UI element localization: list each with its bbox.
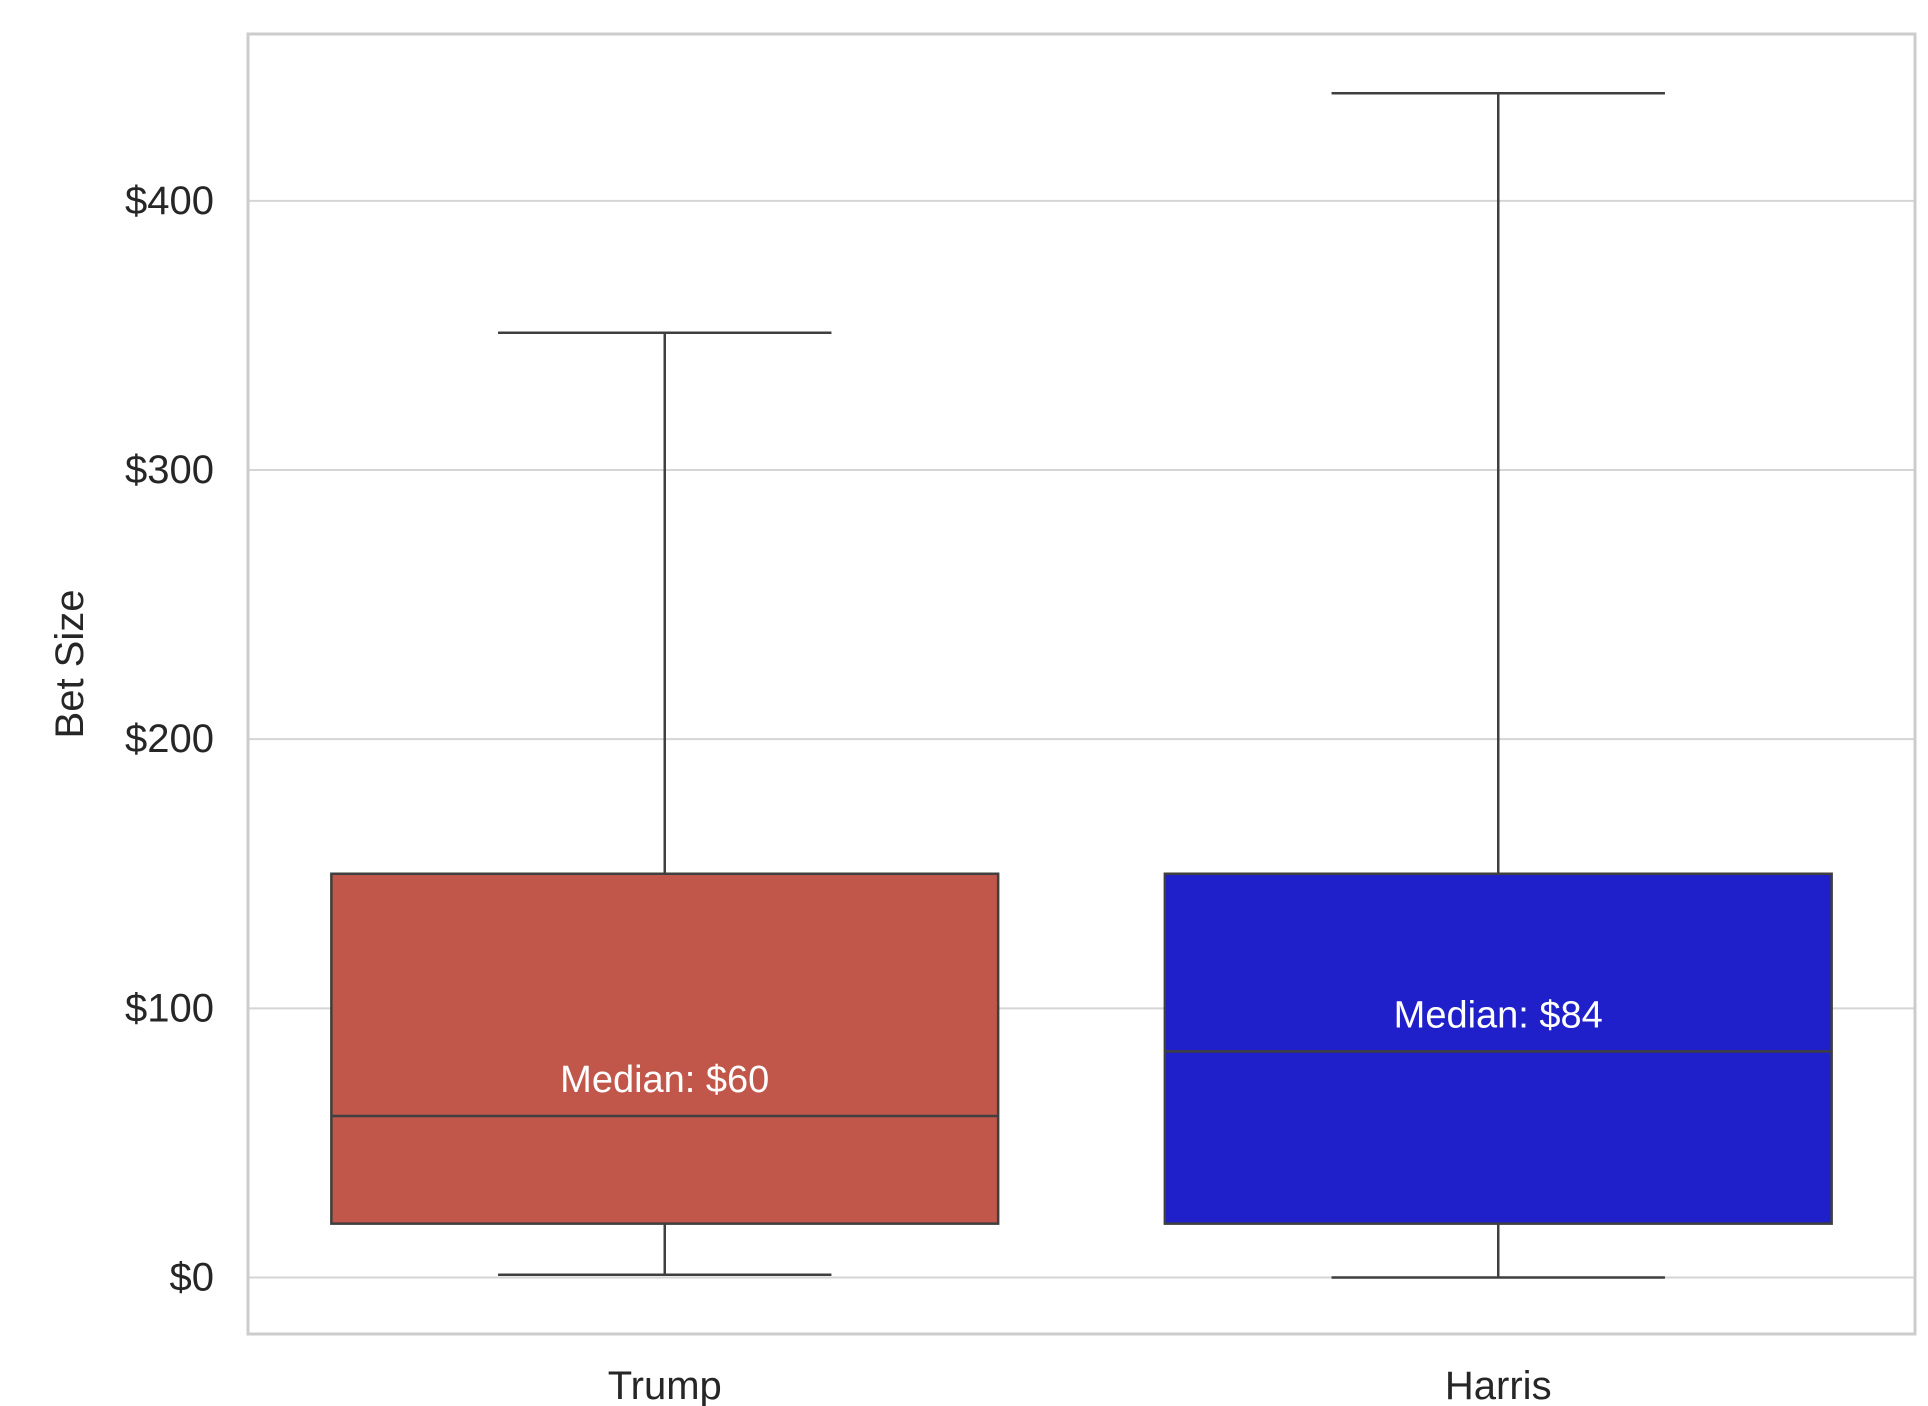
plot-frame: [246, 32, 1917, 1336]
y-tick-label: $100: [125, 986, 214, 1030]
box-trump: Median: $60: [330, 331, 1000, 1277]
box-harris: Median: $84: [1163, 91, 1833, 1279]
boxes: Median: $60 Median: $84: [330, 91, 1833, 1279]
iqr-box: [1163, 872, 1833, 1225]
x-tick-label: Harris: [1445, 1364, 1552, 1406]
x-tick-labels: Trump Harris: [608, 1364, 1552, 1406]
y-axis-title: Bet Size: [48, 590, 92, 739]
y-tick-label: $300: [125, 448, 214, 492]
median-label: Median: $60: [560, 1059, 769, 1101]
y-tick-label: $0: [170, 1255, 215, 1299]
median-label: Median: $84: [1394, 994, 1603, 1036]
y-tick-label: $400: [125, 179, 214, 223]
y-tick-label: $200: [125, 717, 214, 761]
iqr-box: [330, 872, 1000, 1225]
x-tick-label: Trump: [608, 1364, 722, 1406]
y-tick-labels: $0 $100 $200 $300 $400: [125, 179, 214, 1300]
